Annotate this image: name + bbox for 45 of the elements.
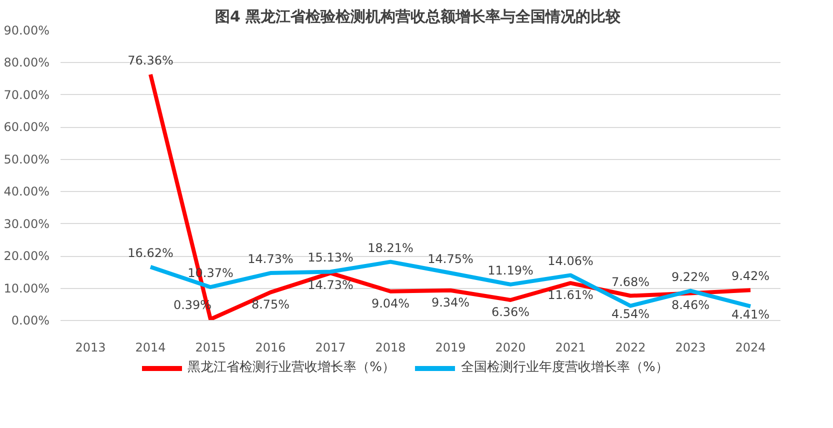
y-tick-label: 30.00%	[4, 216, 50, 231]
y-tick-label: 10.00%	[4, 281, 50, 296]
data-label: 18.21%	[368, 240, 414, 255]
chart-title: 图4 黑龙江省检验检测机构营收总额增长率与全国情况的比较	[215, 8, 622, 26]
x-tick-label: 2020	[495, 340, 526, 354]
x-tick-label: 2015	[195, 340, 226, 354]
y-tick-label: 80.00%	[4, 56, 50, 70]
data-label: 8.46%	[671, 298, 710, 312]
y-tick-label: 0.00%	[11, 314, 50, 328]
data-label: 16.62%	[128, 246, 174, 260]
y-tick-label: 50.00%	[4, 152, 50, 166]
y-tick-label: 40.00%	[4, 184, 50, 199]
data-label: 9.22%	[671, 270, 710, 284]
x-tick-label: 2019	[435, 340, 466, 354]
data-label: 14.73%	[248, 252, 294, 266]
x-tick-label: 2023	[675, 340, 706, 354]
data-label: 11.61%	[548, 288, 594, 302]
x-tick-label: 2013	[75, 340, 106, 354]
y-tick-label: 90.00%	[4, 24, 50, 38]
legend-label: 全国检测行业年度营收增长率（%）	[461, 359, 668, 378]
data-label: 4.41%	[731, 307, 770, 322]
x-tick-label: 2016	[255, 340, 286, 354]
data-label: 8.75%	[251, 297, 290, 312]
data-label: 6.36%	[491, 305, 530, 320]
data-label: 76.36%	[128, 53, 174, 68]
data-label: 9.04%	[371, 296, 410, 310]
y-tick-label: 60.00%	[4, 120, 50, 134]
data-label: 9.42%	[731, 269, 770, 284]
y-tick-label: 20.00%	[4, 249, 50, 264]
y-tick-label: 70.00%	[4, 88, 50, 102]
x-tick-label: 2022	[615, 340, 646, 354]
legend-label: 黑龙江省检测行业营收增长率（%）	[188, 359, 395, 378]
data-label: 14.06%	[548, 254, 594, 268]
data-label: 9.34%	[431, 295, 470, 310]
x-tick-label: 2017	[315, 340, 346, 354]
data-label: 7.68%	[611, 274, 650, 289]
data-label: 15.13%	[308, 250, 354, 265]
data-label: 4.54%	[611, 306, 650, 321]
x-tick-label: 2014	[135, 340, 166, 354]
x-tick-label: 2024	[735, 340, 766, 354]
data-label: 14.75%	[428, 252, 474, 266]
data-label: 11.19%	[488, 263, 534, 278]
data-label: 14.73%	[308, 278, 354, 292]
x-tick-label: 2021	[555, 340, 586, 354]
x-tick-label: 2018	[375, 340, 406, 354]
